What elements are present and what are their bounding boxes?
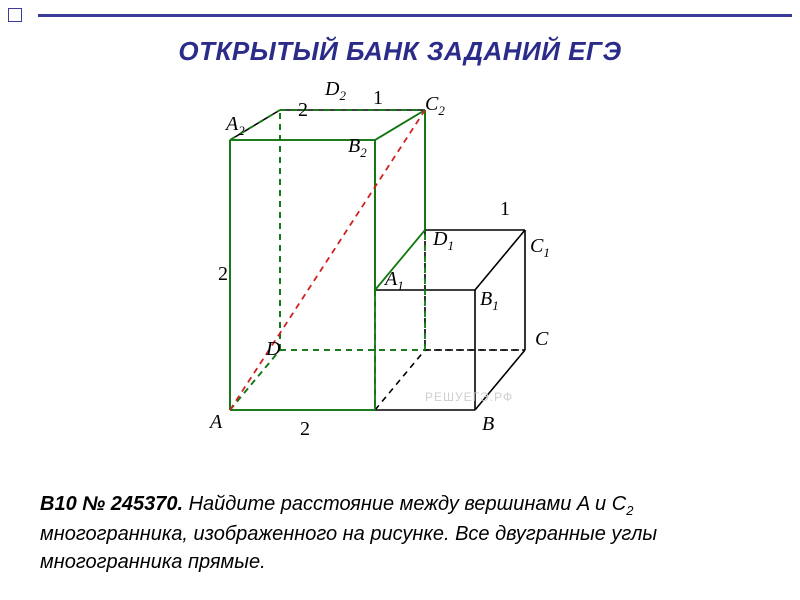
svg-text:B1: B1 [480,288,499,313]
problem-body-1: Найдите расстояние между вершинами A и C [189,493,627,515]
svg-text:B: B [482,413,494,435]
polyhedron-svg: 1 2 1 2 2 D2 C2 A2 B2 D1 C1 A1 B1 D C A B [150,80,650,460]
svg-text:B2: B2 [348,135,367,160]
svg-text:C2: C2 [425,93,445,118]
slide-title: ОТКРЫТЫЙ БАНК ЗАДАНИЙ ЕГЭ [0,36,800,67]
problem-text: В10 № 245370. Найдите расстояние между в… [40,490,760,576]
watermark: РЕШУЕГЭ.РФ [425,390,513,404]
problem-body-2: многогранника, изображенного на рисунке.… [40,523,657,573]
problem-id: В10 № 245370. [40,493,183,515]
decor-square-icon [8,8,22,22]
svg-text:D2: D2 [324,80,346,103]
svg-text:D1: D1 [432,228,454,253]
decor-line [38,14,792,17]
svg-text:C1: C1 [530,235,550,260]
svg-text:2: 2 [218,263,228,285]
polyhedron-figure: 1 2 1 2 2 D2 C2 A2 B2 D1 C1 A1 B1 D C A B РЕШУЕГЭ.РФ [150,80,650,460]
svg-text:2: 2 [300,418,310,440]
svg-text:A: A [208,411,223,433]
problem-subscript: 2 [626,503,633,518]
svg-text:2: 2 [298,99,308,121]
slide-top-decoration [8,8,792,22]
svg-text:1: 1 [373,87,383,109]
svg-text:A1: A1 [383,268,404,293]
svg-text:1: 1 [500,198,510,220]
svg-text:A2: A2 [224,113,245,138]
svg-text:C: C [535,328,549,350]
svg-text:D: D [265,338,281,360]
